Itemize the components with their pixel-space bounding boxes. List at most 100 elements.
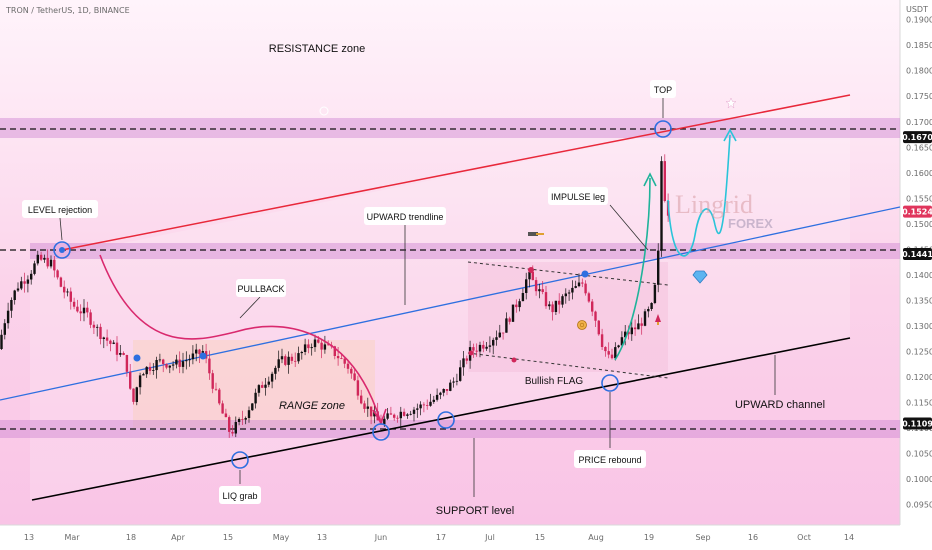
upward-channel-fill: [30, 95, 850, 500]
candle-body: [36, 254, 39, 264]
x-tick-label: Aug: [588, 533, 604, 542]
y-tick-label: 0.1050: [906, 450, 932, 459]
candle-body: [505, 318, 508, 333]
candle-body: [178, 359, 181, 367]
candle-body: [551, 304, 554, 313]
candle-body: [521, 293, 525, 302]
candle-body: [267, 381, 270, 385]
candle-body: [244, 418, 247, 420]
candle-body: [185, 360, 188, 362]
candle-body: [152, 370, 155, 371]
candle-body: [416, 408, 419, 410]
candle-body: [587, 293, 591, 302]
candle-body: [109, 340, 112, 344]
marker-top: [654, 120, 672, 138]
y-tick-label: 0.1600: [906, 169, 932, 178]
candle-body: [373, 411, 376, 417]
plot-background: [0, 0, 900, 525]
candle-body: [142, 374, 145, 376]
pullback-arrowhead: [372, 408, 387, 425]
candle-body: [594, 311, 597, 321]
candle-body: [234, 422, 237, 434]
candle-body: [386, 413, 389, 419]
candle-body: [558, 300, 561, 305]
candle-body: [76, 306, 79, 312]
label-upward-trendline-box: UPWARD trendline: [364, 207, 446, 225]
y-tick-label: 0.1000: [906, 475, 932, 484]
y-tick-label: 0.1200: [906, 373, 932, 382]
candle-body: [188, 359, 191, 361]
candle-body: [79, 311, 82, 314]
candle-body: [544, 292, 548, 307]
flag-dots: [468, 267, 534, 363]
candle-body: [554, 300, 558, 312]
candle-body: [531, 271, 534, 281]
candle-body: [211, 373, 214, 389]
candle-body: [132, 388, 135, 402]
candle-body: [640, 323, 643, 326]
price-tag-label: 0.1524: [902, 208, 932, 217]
candle-body: [422, 404, 426, 406]
y-tick-label: 0.1650: [906, 143, 932, 152]
candle-body: [195, 349, 198, 354]
currency-label: USDT: [906, 5, 928, 14]
candle-body: [333, 346, 336, 356]
flag-dot-3: [511, 357, 517, 363]
label-price-rebound-box: PRICE rebound: [574, 450, 646, 468]
alert-icon: [319, 106, 329, 116]
y-tick-label: 0.1250: [906, 348, 932, 357]
candle-body: [122, 353, 125, 355]
x-tick-label: 17: [436, 533, 446, 542]
candle-body: [46, 257, 49, 267]
candle-body: [228, 417, 231, 432]
candle-body: [511, 304, 515, 322]
candle-body: [607, 351, 610, 355]
price-axis-panel: [900, 0, 932, 550]
candle-body: [158, 359, 162, 361]
candle-body: [155, 360, 158, 371]
candle-body: [327, 344, 330, 346]
resistance-zone-band: [0, 118, 900, 138]
candle-body: [610, 354, 614, 359]
candle-body: [406, 414, 409, 416]
label-upward-trendline: UPWARD trendline: [367, 212, 444, 222]
candle-body: [99, 326, 102, 339]
x-tick-label: Sep: [695, 533, 710, 542]
candle-body: [323, 344, 327, 350]
candle-body: [449, 382, 452, 391]
candle-body: [33, 263, 36, 274]
candle-body: [393, 414, 396, 418]
candle-body: [376, 411, 379, 421]
candle-body: [63, 286, 66, 293]
touch-markers: [53, 120, 672, 469]
candle-body: [650, 303, 653, 309]
candle-body: [138, 375, 142, 388]
candle-body: [86, 307, 89, 313]
label-bullish-flag: Bullish FLAG: [525, 376, 584, 387]
watermark-forex: FOREX: [728, 216, 773, 231]
y-tick-label: 0.1300: [906, 322, 932, 331]
x-tick-label: 15: [535, 533, 545, 542]
projection-arrowhead: [723, 128, 737, 142]
candle-body: [191, 353, 195, 360]
impulse-arrowhead: [643, 172, 657, 187]
candle-body: [429, 401, 432, 406]
trend-dot-4: [59, 247, 65, 253]
x-tick-label: Apr: [171, 533, 186, 542]
candle-body: [82, 307, 86, 314]
candle-body: [129, 371, 132, 389]
flag-dot-1: [528, 267, 534, 273]
y-tick-label: 0.1500: [906, 220, 932, 229]
flag-dot-2: [468, 350, 474, 356]
candle-body: [231, 431, 234, 434]
label-resistance-zone: RESISTANCE zone: [269, 43, 365, 55]
candle-body: [175, 359, 178, 365]
candle-body: [30, 273, 33, 280]
candle-body: [343, 358, 346, 364]
candle-body: [657, 250, 660, 285]
candle-body: [96, 326, 99, 328]
x-tick-label: 18: [126, 533, 136, 542]
y-tick-label: 0.1800: [906, 67, 932, 76]
candle-body: [643, 311, 647, 326]
candle-body: [534, 280, 538, 292]
